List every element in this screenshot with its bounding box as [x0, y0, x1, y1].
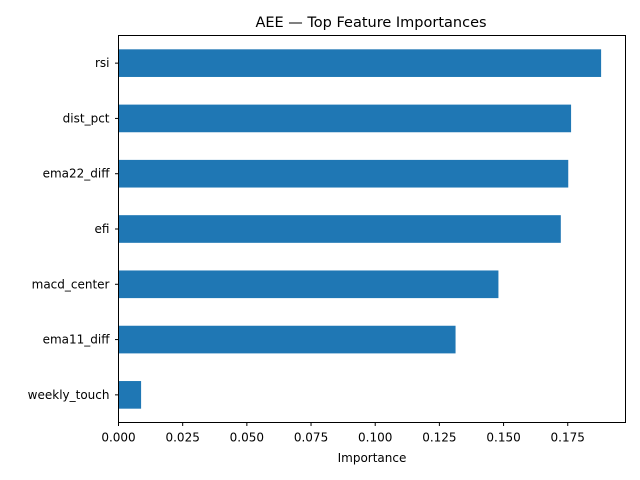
y-tick-label: rsi — [95, 56, 110, 70]
x-tick-label: 0.175 — [551, 431, 585, 445]
y-tick-label: dist_pct — [63, 111, 110, 125]
x-tick-label: 0.000 — [101, 431, 135, 445]
x-tick-label: 0.100 — [358, 431, 392, 445]
bar-ema22-diff — [118, 159, 569, 188]
bar-weekly-touch — [118, 381, 142, 409]
bars-group — [118, 49, 602, 409]
y-tick-label: ema22_diff — [43, 167, 111, 181]
plot-frame — [118, 35, 626, 423]
x-axis-ticks: 0.000 0.025 0.050 0.075 0.100 0.125 0.150 0.175 — [101, 422, 585, 445]
y-tick-label: macd_center — [32, 277, 110, 291]
x-tick-label: 0.150 — [486, 431, 520, 445]
x-tick-label: 0.050 — [230, 431, 264, 445]
x-tick-label: 0.075 — [294, 431, 328, 445]
x-tick-label: 0.025 — [165, 431, 199, 445]
y-tick-label: weekly_touch — [28, 388, 110, 402]
bar-efi — [118, 215, 561, 243]
bar-rsi — [118, 49, 602, 77]
bar-ema11-diff — [118, 325, 456, 354]
y-tick-label: ema11_diff — [43, 333, 111, 347]
x-tick-label: 0.125 — [422, 431, 456, 445]
x-axis-title: Importance — [338, 451, 407, 465]
bar-dist-pct — [118, 104, 572, 133]
y-tick-label: efi — [95, 222, 110, 236]
chart-title: AEE — Top Feature Importances — [255, 15, 486, 31]
bar-macd-center — [118, 270, 499, 299]
